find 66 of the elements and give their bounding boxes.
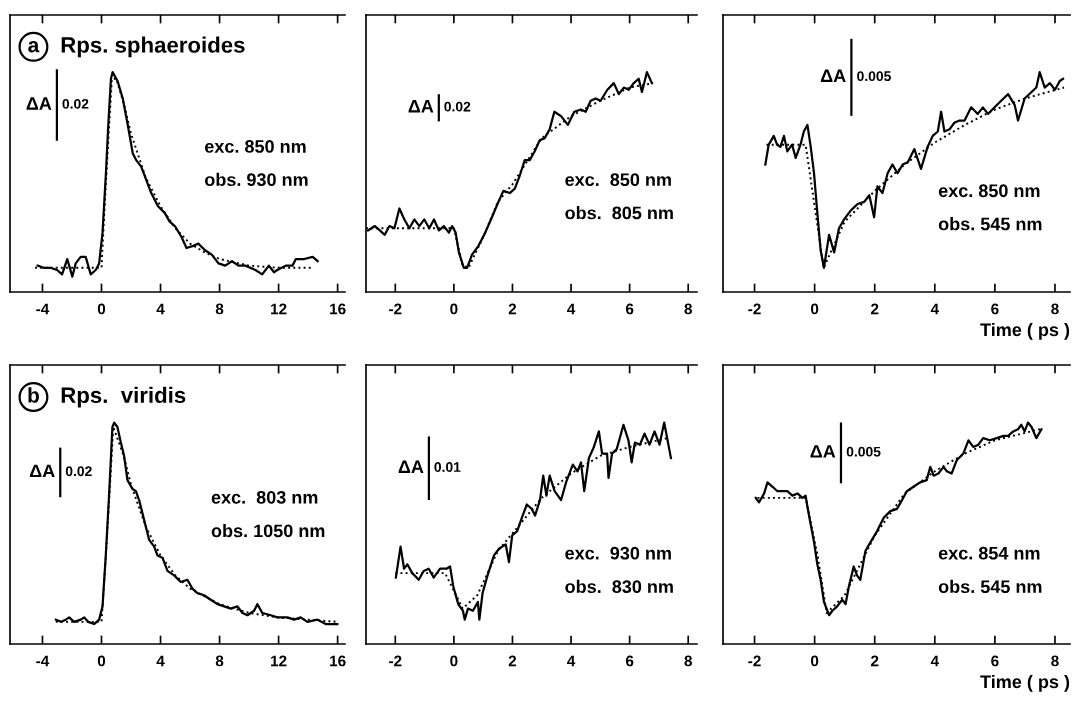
annotation: obs. 930 nm <box>205 172 308 187</box>
x-tick-label: 16 <box>330 655 346 667</box>
annotation: ΔA <box>408 100 434 113</box>
x-tick-label: 0 <box>450 303 458 315</box>
x-tick-label: 16 <box>330 303 346 315</box>
annotation: 0.01 <box>434 462 461 472</box>
annotation: exc. 850 nm <box>205 140 306 153</box>
annotation: ΔA <box>810 445 836 458</box>
chart-title: Rps. viridis <box>61 386 186 408</box>
annotation: obs. 1050 nm <box>211 523 325 538</box>
chart-title: Rps. sphaeroides <box>61 36 245 58</box>
x-tick-label: 2 <box>871 303 879 315</box>
annotation: exc. 850 nm <box>565 173 671 187</box>
annotation: obs. 805 nm <box>565 206 673 220</box>
x-tick-label: 12 <box>271 303 287 315</box>
text: b <box>28 387 39 403</box>
x-tick-label: 6 <box>625 655 634 667</box>
x-tick-label: 0 <box>97 655 106 667</box>
annotation: obs. 545 nm <box>938 217 1042 231</box>
x-tick-label: 8 <box>684 303 692 315</box>
annotation: ΔA <box>29 464 55 478</box>
x-tick-label: 8 <box>1051 303 1059 315</box>
annotation: 0.02 <box>62 98 89 109</box>
x-tick-label: 4 <box>156 655 165 667</box>
x-tick-label: 4 <box>930 303 939 315</box>
annotation: exc. 930 nm <box>565 546 671 560</box>
x-tick-label: -2 <box>748 303 761 315</box>
x-tick-label: 8 <box>215 655 224 667</box>
x-axis-title: Time ( ps ) <box>980 674 1070 692</box>
x-tick-label: 4 <box>930 655 939 667</box>
x-tick-label: 4 <box>567 303 576 315</box>
x-axis-title: Time ( ps ) <box>980 322 1070 340</box>
x-tick-label: -2 <box>389 655 402 667</box>
annotation: ΔA <box>820 69 846 82</box>
annotation: ΔA <box>398 460 424 473</box>
x-tick-label: 2 <box>871 655 879 667</box>
text: a <box>28 41 40 53</box>
annotation: exc. 854 nm <box>938 546 1040 560</box>
x-tick-label: 0 <box>450 655 458 667</box>
x-tick-label: -2 <box>748 655 761 667</box>
x-tick-label: 6 <box>991 303 999 315</box>
annotation: 0.005 <box>846 446 881 457</box>
annotation: exc. 803 nm <box>211 490 318 504</box>
x-tick-label: 4 <box>156 303 165 315</box>
x-tick-label: 8 <box>684 655 692 667</box>
x-tick-label: 2 <box>508 303 517 315</box>
annotation: 0.005 <box>857 71 891 82</box>
x-tick-label: 2 <box>508 655 517 667</box>
x-tick-label: 4 <box>567 655 576 667</box>
x-tick-label: -4 <box>36 303 50 315</box>
x-tick-label: 6 <box>991 655 999 667</box>
x-tick-label: -2 <box>389 303 402 315</box>
annotation: obs. 545 nm <box>938 579 1042 594</box>
x-tick-label: 0 <box>97 303 106 315</box>
x-tick-label: 0 <box>810 303 819 315</box>
annotation: obs. 830 nm <box>565 579 673 594</box>
annotation: 0.02 <box>65 466 92 477</box>
x-tick-label: 6 <box>625 303 634 315</box>
x-tick-label: 8 <box>1051 655 1059 667</box>
x-tick-label: 12 <box>271 655 287 667</box>
x-tick-label: -4 <box>36 655 50 667</box>
x-tick-label: 0 <box>810 655 819 667</box>
annotation: ΔA <box>26 97 52 110</box>
annotation: 0.02 <box>444 101 471 112</box>
annotation: exc. 850 nm <box>938 184 1040 198</box>
x-tick-label: 8 <box>215 303 224 315</box>
